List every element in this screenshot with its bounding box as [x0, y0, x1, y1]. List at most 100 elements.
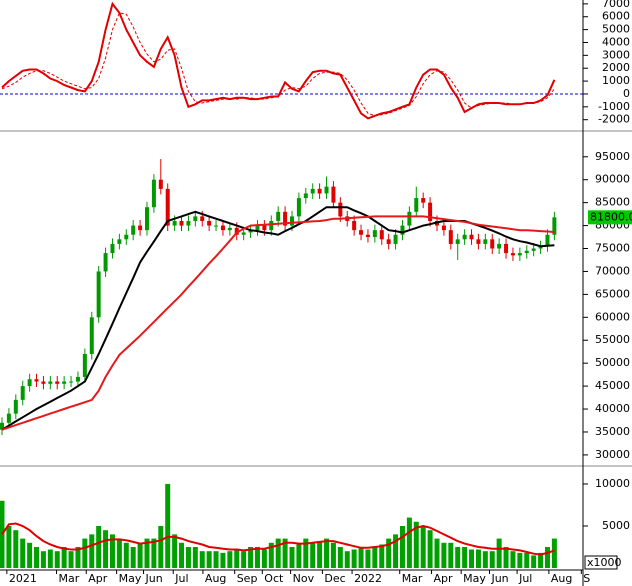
candle-body — [490, 239, 495, 249]
candle-body — [131, 225, 136, 235]
volume-bar — [248, 546, 254, 568]
candle-body — [262, 225, 267, 231]
candle-body — [186, 220, 191, 226]
volume-bar — [296, 544, 302, 568]
line-series — [1, 215, 555, 431]
volume-bar — [179, 542, 185, 568]
candle-body — [248, 230, 253, 233]
volume-bar — [358, 546, 364, 568]
volume-bar — [199, 551, 205, 568]
candle-body — [400, 225, 405, 235]
y-tick-label: 30000 — [595, 448, 630, 461]
candle-body — [48, 381, 53, 384]
candle-body — [158, 179, 163, 189]
volume-bar — [241, 551, 247, 568]
candle-body — [0, 422, 4, 430]
y-tick-label: 0 — [623, 87, 630, 100]
volume-bar — [344, 551, 350, 568]
volume-bar — [96, 525, 102, 568]
volume-bar — [517, 552, 523, 568]
volume-bar — [393, 534, 399, 568]
candle-body — [414, 198, 419, 212]
y-tick-label: 50000 — [595, 356, 630, 369]
candle-body — [96, 271, 101, 318]
y-tick-label: -2000 — [598, 113, 630, 126]
candle-body — [124, 234, 129, 240]
candle-body — [290, 216, 294, 226]
volume-bar — [13, 530, 19, 568]
candle-body — [469, 234, 474, 240]
volume-bar — [455, 546, 461, 568]
candle-body — [324, 186, 329, 194]
y-tick-label: 10000 — [595, 477, 630, 490]
volume-bar — [551, 538, 557, 568]
y-tick-label: 75000 — [595, 242, 630, 255]
candle-body — [145, 207, 149, 231]
candle-body — [82, 354, 87, 377]
volume-bar — [524, 552, 530, 568]
volume-bar — [68, 551, 74, 568]
candle-body — [517, 253, 522, 256]
x-tick-label: May — [463, 572, 486, 585]
candle-body — [255, 225, 260, 231]
volume-bar — [324, 538, 330, 568]
volume-bar — [261, 549, 267, 568]
candle-body — [13, 399, 18, 414]
candle-body — [455, 239, 460, 244]
y-tick-label: 55000 — [595, 333, 630, 346]
x-tick-label: Mar — [59, 572, 80, 585]
volume-bar — [462, 546, 468, 568]
x-tick-label: S — [583, 572, 590, 585]
candle-body — [55, 381, 60, 384]
volume-bar — [213, 551, 219, 568]
y-tick-label: 5000 — [602, 519, 630, 532]
y-tick-label: 60000 — [595, 310, 630, 323]
volume-bar — [75, 546, 81, 568]
volume-bar — [275, 538, 281, 568]
volume-bar — [427, 530, 433, 568]
volume-bar — [448, 542, 454, 568]
y-tick-label: 35000 — [595, 425, 630, 438]
candle-body — [34, 379, 39, 382]
volume-bar — [268, 542, 274, 568]
candle-body — [151, 179, 156, 208]
candle-body — [462, 234, 467, 240]
volume-bar — [192, 546, 198, 568]
candle-body — [538, 246, 543, 249]
volume-bar — [489, 551, 495, 568]
candle-body — [338, 202, 343, 217]
candle-body — [193, 216, 198, 221]
candle-body — [89, 317, 94, 354]
x-tick-label: May — [119, 572, 142, 585]
volume-bar — [372, 546, 378, 568]
candle-body — [510, 253, 515, 256]
volume-bar — [482, 551, 488, 568]
x-tick-label: 2021 — [9, 572, 37, 585]
volume-bar — [116, 538, 122, 568]
volume-bar — [20, 538, 26, 568]
candle-body — [310, 188, 315, 194]
candle-body — [62, 381, 67, 384]
x-tick-label: Jun — [145, 572, 163, 585]
candle-body — [504, 243, 509, 254]
volume-bar — [337, 546, 343, 568]
candle-body — [227, 227, 232, 231]
volume-bar — [413, 521, 419, 568]
volume-bar — [254, 546, 260, 568]
y-tick-label: 65000 — [595, 287, 630, 300]
candle-body — [69, 381, 74, 383]
x-tick-label: Jul — [174, 572, 188, 585]
candle-body — [241, 232, 246, 235]
y-tick-label: 95000 — [595, 150, 630, 163]
x-tick-label: Nov — [293, 572, 315, 585]
volume-bar — [227, 551, 233, 568]
y-tick-label: 85000 — [595, 196, 630, 209]
volume-bar — [310, 542, 316, 568]
volume-bar — [185, 546, 191, 568]
volume-bar — [61, 546, 67, 568]
volume-bar — [137, 542, 143, 568]
volume-bar — [538, 552, 544, 568]
volume-bar — [220, 552, 226, 568]
